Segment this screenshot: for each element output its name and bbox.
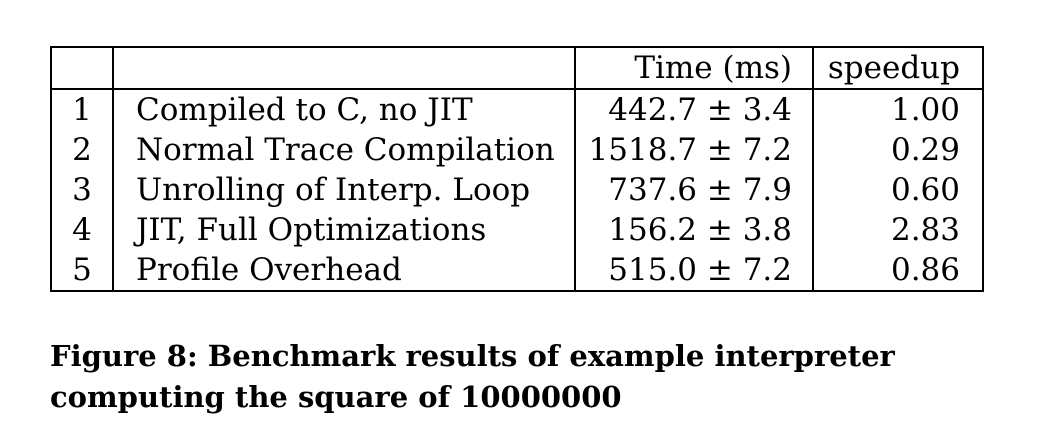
header-name xyxy=(113,47,576,89)
table-header-row: Time (ms) speedup xyxy=(50,47,984,89)
row-time: 515.0 ± 7.2 xyxy=(575,250,814,291)
row-name: Unrolling of Interp. Loop xyxy=(113,170,576,210)
row-index: 4 xyxy=(50,210,114,250)
row-name: JIT, Full Optimizations xyxy=(113,210,576,250)
figure-caption: Figure 8: Benchmark results of example i… xyxy=(50,336,1010,418)
row-index: 2 xyxy=(50,130,114,170)
row-index: 1 xyxy=(50,89,114,130)
table-row: 1 Compiled to C, no JIT 442.7 ± 3.4 1.00 xyxy=(50,89,984,130)
row-speedup: 2.83 xyxy=(813,210,984,250)
row-time: 442.7 ± 3.4 xyxy=(575,89,814,130)
row-speedup: 0.60 xyxy=(813,170,984,210)
row-speedup: 0.29 xyxy=(813,130,984,170)
header-time: Time (ms) xyxy=(575,47,814,89)
row-speedup: 1.00 xyxy=(813,89,984,130)
table-row: 2 Normal Trace Compilation 1518.7 ± 7.2 … xyxy=(50,130,984,170)
row-index: 5 xyxy=(50,250,114,291)
table-row: 4 JIT, Full Optimizations 156.2 ± 3.8 2.… xyxy=(50,210,984,250)
row-speedup: 0.86 xyxy=(813,250,984,291)
row-time: 1518.7 ± 7.2 xyxy=(575,130,814,170)
row-name: Compiled to C, no JIT xyxy=(113,89,576,130)
header-speedup: speedup xyxy=(813,47,984,89)
row-time: 737.6 ± 7.9 xyxy=(575,170,814,210)
row-index: 3 xyxy=(50,170,114,210)
table-row: 3 Unrolling of Interp. Loop 737.6 ± 7.9 … xyxy=(50,170,984,210)
row-name: Normal Trace Compilation xyxy=(113,130,576,170)
table-row: 5 Profile Overhead 515.0 ± 7.2 0.86 xyxy=(50,250,984,291)
benchmark-table: Time (ms) speedup 1 Compiled to C, no JI… xyxy=(50,46,984,292)
caption-line-2: computing the square of 10000000 xyxy=(50,380,622,414)
row-time: 156.2 ± 3.8 xyxy=(575,210,814,250)
header-index xyxy=(50,47,114,89)
caption-line-1: Figure 8: Benchmark results of example i… xyxy=(50,339,895,373)
row-name: Profile Overhead xyxy=(113,250,576,291)
